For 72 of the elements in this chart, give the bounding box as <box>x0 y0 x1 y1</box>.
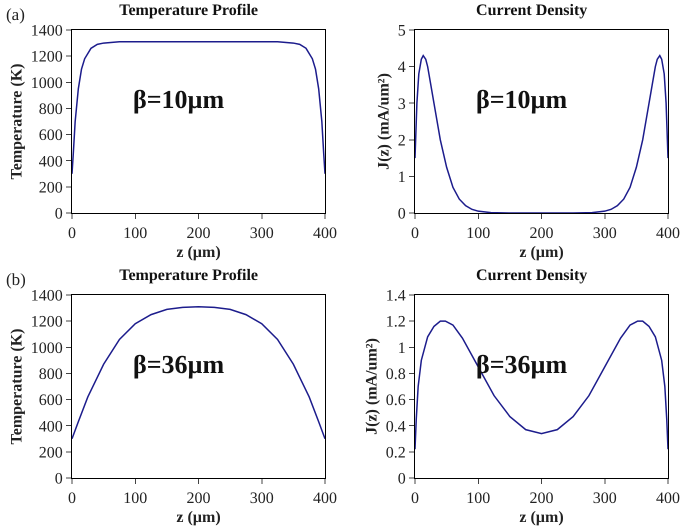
y-tick-label: 0 <box>398 206 406 223</box>
y-tick-label: 1.2 <box>386 314 406 331</box>
annotation: β=36µm <box>133 350 224 379</box>
y-tick-label: 1 <box>398 340 406 357</box>
y-tick-label: 1 <box>398 169 406 186</box>
y-tick-label: 1.4 <box>386 288 406 305</box>
y-tick-label: 0.6 <box>386 392 406 410</box>
x-tick-label: 300 <box>250 225 274 242</box>
y-tick-label: 800 <box>38 101 63 118</box>
y-tick-label: 3 <box>398 96 406 113</box>
x-axis-title: z (µm) <box>519 508 564 526</box>
y-axis-title: J(z) (mA/um²) <box>364 338 381 435</box>
annotation: β=36µm <box>476 350 568 379</box>
x-tick-label: 0 <box>68 225 76 242</box>
annotation: β=10µm <box>133 85 224 114</box>
y-tick-label: 1200 <box>30 48 63 66</box>
y-tick-label: 800 <box>38 366 63 384</box>
line-series <box>72 41 325 175</box>
y-tick-label: 200 <box>38 444 63 462</box>
y-tick-label: 0.4 <box>386 418 406 436</box>
text: (a) <box>6 5 25 24</box>
y-tick-label: 1000 <box>30 340 63 357</box>
x-tick-label: 400 <box>313 490 337 508</box>
line-series <box>415 54 668 213</box>
x-axis-title: z (µm) <box>176 508 221 526</box>
x-tick-label: 400 <box>656 225 680 242</box>
x-tick-label: 200 <box>530 490 554 508</box>
x-tick-label: 100 <box>123 225 148 242</box>
y-axis-title: Temperature (K) <box>8 328 26 444</box>
y-tick-label: 4 <box>398 59 406 76</box>
y-tick-label: 200 <box>38 179 63 196</box>
y-tick-label: 0.8 <box>386 366 406 384</box>
x-tick-label: 400 <box>656 490 680 508</box>
chart-title: Temperature Profile <box>119 267 258 284</box>
y-tick-label: 1200 <box>30 314 63 331</box>
text: (b) <box>6 270 26 289</box>
x-tick-label: 100 <box>466 490 490 508</box>
line-series <box>72 306 325 440</box>
x-tick-label: 0 <box>68 490 76 508</box>
y-tick-label: 0 <box>54 206 63 223</box>
y-tick-label: 5 <box>398 22 406 40</box>
line-series <box>415 320 668 450</box>
chart-title: Temperature Profile <box>119 2 258 20</box>
x-tick-label: 400 <box>313 225 337 242</box>
y-tick-label: 400 <box>38 418 63 436</box>
x-tick-label: 300 <box>592 490 617 508</box>
x-tick-label: 0 <box>411 490 419 508</box>
y-tick-label: 0 <box>54 470 63 488</box>
y-tick-label: 1400 <box>30 288 63 305</box>
x-tick-label: 200 <box>186 490 210 508</box>
y-axis-title: Temperature (K) <box>8 64 26 180</box>
y-tick-label: 0 <box>398 470 406 488</box>
y-tick-label: 600 <box>38 392 63 410</box>
x-tick-label: 300 <box>592 225 617 242</box>
annotation: β=10µm <box>476 85 568 114</box>
y-tick-label: 1400 <box>30 22 63 40</box>
y-tick-label: 600 <box>38 127 63 144</box>
x-axis-title: z (µm) <box>519 244 564 261</box>
x-tick-label: 200 <box>530 225 554 242</box>
chart-title: Current Density <box>476 267 588 284</box>
x-tick-label: 100 <box>123 490 148 508</box>
y-tick-label: 2 <box>398 132 406 150</box>
x-tick-label: 200 <box>186 225 210 242</box>
y-tick-label: 1000 <box>30 74 63 92</box>
y-tick-label: 400 <box>38 153 63 170</box>
chart-title: Current Density <box>476 2 588 20</box>
y-axis-title: J(z) (mA/um²) <box>376 73 393 170</box>
x-axis-title: z (µm) <box>176 244 221 261</box>
x-tick-label: 300 <box>250 490 274 508</box>
y-tick-label: 0.2 <box>386 444 406 462</box>
x-tick-label: 100 <box>466 225 490 242</box>
x-tick-label: 0 <box>411 225 419 242</box>
